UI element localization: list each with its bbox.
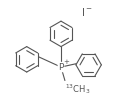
Text: I$^-$: I$^-$ [81, 6, 92, 18]
Text: P: P [58, 63, 64, 72]
Text: +: + [63, 59, 69, 65]
Text: $^{13}$CH$_3$: $^{13}$CH$_3$ [65, 82, 91, 96]
